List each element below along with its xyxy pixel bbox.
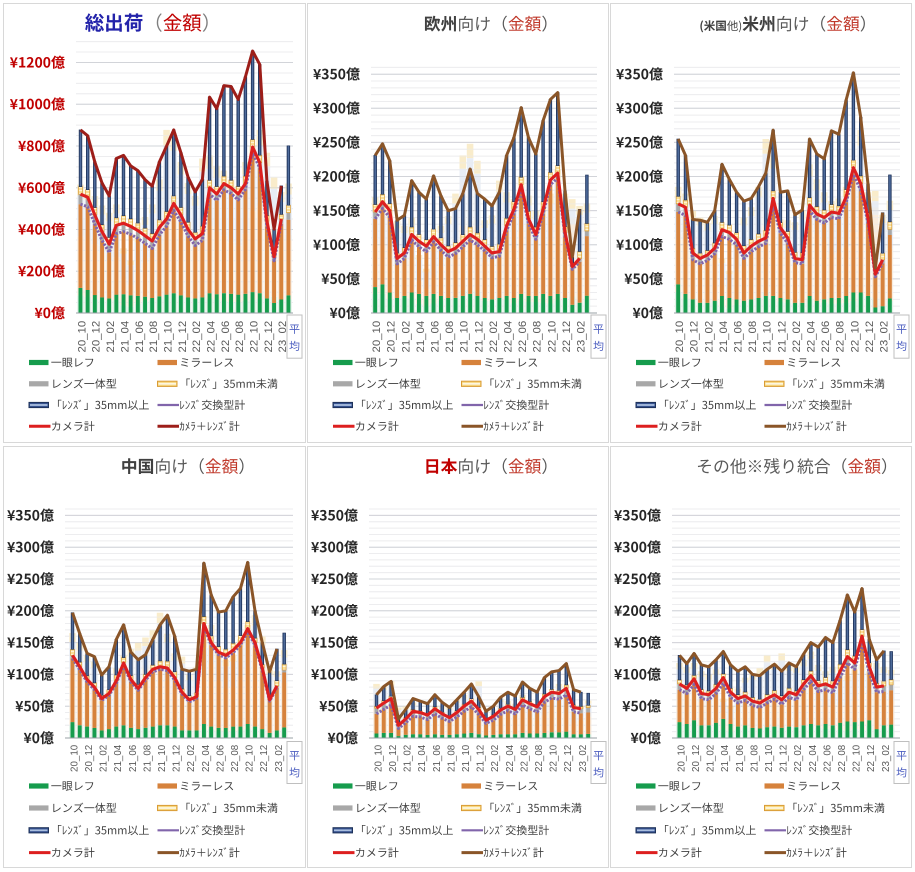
svg-text:22_04: 22_04: [805, 321, 817, 353]
svg-text:22_08: 22_08: [534, 744, 545, 772]
svg-text:21_04: 21_04: [119, 321, 131, 353]
svg-text:22_10: 22_10: [249, 321, 261, 353]
svg-text:22_12: 22_12: [259, 744, 270, 771]
svg-text:21_06: 21_06: [732, 321, 744, 353]
svg-text:21_12: 21_12: [172, 744, 183, 771]
svg-text:22_08: 22_08: [234, 321, 246, 353]
svg-text:22_12: 22_12: [866, 744, 877, 771]
svg-text:20_10: 20_10: [373, 744, 384, 772]
svg-text:21_08: 21_08: [444, 321, 456, 353]
svg-text:20_12: 20_12: [388, 744, 399, 771]
svg-text:21_04: 21_04: [717, 321, 729, 353]
svg-text:23_02: 23_02: [880, 744, 891, 771]
svg-text:23_02: 23_02: [878, 321, 890, 353]
svg-text:22_02: 22_02: [487, 321, 499, 353]
svg-text:22_10: 22_10: [548, 744, 559, 772]
svg-text:20_10: 20_10: [76, 321, 88, 353]
svg-text:20_12: 20_12: [84, 744, 95, 771]
svg-text:20_10: 20_10: [69, 744, 80, 772]
svg-text:22_02: 22_02: [790, 321, 802, 353]
svg-text:22_04: 22_04: [206, 321, 218, 353]
svg-text:21_06: 21_06: [128, 744, 139, 772]
svg-text:22_02: 22_02: [793, 744, 804, 771]
svg-text:22_06: 22_06: [519, 744, 530, 772]
svg-text:20_12: 20_12: [385, 321, 397, 353]
svg-text:22_06: 22_06: [215, 744, 226, 772]
svg-text:23_02: 23_02: [274, 744, 285, 771]
svg-text:21_02: 21_02: [705, 744, 716, 771]
svg-text:21_02: 21_02: [703, 321, 715, 353]
svg-text:22_08: 22_08: [230, 744, 241, 772]
svg-text:21_02: 21_02: [99, 744, 110, 771]
svg-text:21_08: 21_08: [446, 744, 457, 772]
svg-text:22_04: 22_04: [201, 744, 212, 772]
svg-text:22_06: 22_06: [220, 321, 232, 353]
svg-text:21_04: 21_04: [720, 744, 731, 772]
svg-text:22_02: 22_02: [191, 321, 203, 353]
svg-text:21_06: 21_06: [429, 321, 441, 353]
svg-text:21_02: 21_02: [105, 321, 117, 353]
svg-text:21_12: 21_12: [475, 744, 486, 771]
svg-text:21_02: 21_02: [402, 744, 413, 771]
svg-text:21_04: 21_04: [417, 744, 428, 772]
svg-text:22_04: 22_04: [807, 744, 818, 772]
svg-text:23_02: 23_02: [575, 321, 587, 353]
svg-text:21_10: 21_10: [157, 744, 168, 772]
svg-text:22_08: 22_08: [837, 744, 848, 772]
svg-text:21_10: 21_10: [458, 321, 470, 353]
svg-text:22_06: 22_06: [517, 321, 529, 353]
svg-text:22_10: 22_10: [245, 744, 256, 772]
svg-text:22_12: 22_12: [563, 744, 574, 771]
svg-text:21_10: 21_10: [764, 744, 775, 772]
svg-text:20_10: 20_10: [676, 744, 687, 772]
svg-text:21_08: 21_08: [148, 321, 160, 353]
svg-text:22_10: 22_10: [851, 744, 862, 772]
svg-text:22_02: 22_02: [490, 744, 501, 771]
svg-text:22_02: 22_02: [186, 744, 197, 771]
svg-text:21_04: 21_04: [113, 744, 124, 772]
svg-text:22_10: 22_10: [546, 321, 558, 353]
svg-text:21_06: 21_06: [734, 744, 745, 772]
svg-text:22_04: 22_04: [504, 744, 515, 772]
svg-text:22_04: 22_04: [502, 321, 514, 353]
svg-text:22_10: 22_10: [849, 321, 861, 353]
svg-text:20_12: 20_12: [91, 321, 103, 353]
svg-text:22_12: 22_12: [560, 321, 572, 353]
svg-text:21_12: 21_12: [776, 321, 788, 353]
svg-text:22_12: 22_12: [263, 321, 275, 353]
svg-text:21_06: 21_06: [134, 321, 146, 353]
svg-text:21_08: 21_08: [142, 744, 153, 772]
svg-text:23_02: 23_02: [277, 321, 289, 353]
svg-text:22_06: 22_06: [820, 321, 832, 353]
svg-text:22_12: 22_12: [863, 321, 875, 353]
svg-text:21_10: 21_10: [162, 321, 174, 353]
svg-text:21_08: 21_08: [749, 744, 760, 772]
svg-text:20_12: 20_12: [688, 321, 700, 353]
svg-text:21_12: 21_12: [177, 321, 189, 353]
svg-text:20_10: 20_10: [674, 321, 686, 353]
svg-text:20_12: 20_12: [691, 744, 702, 771]
svg-text:21_10: 21_10: [761, 321, 773, 353]
svg-text:23_02: 23_02: [577, 744, 588, 771]
svg-text:22_08: 22_08: [834, 321, 846, 353]
svg-text:21_08: 21_08: [747, 321, 759, 353]
svg-text:21_04: 21_04: [414, 321, 426, 353]
svg-text:20_10: 20_10: [371, 321, 383, 353]
svg-text:21_10: 21_10: [461, 744, 472, 772]
svg-text:22_06: 22_06: [822, 744, 833, 772]
svg-text:21_06: 21_06: [431, 744, 442, 772]
svg-text:21_12: 21_12: [473, 321, 485, 353]
svg-text:22_08: 22_08: [531, 321, 543, 353]
svg-text:21_12: 21_12: [778, 744, 789, 771]
svg-text:21_02: 21_02: [400, 321, 412, 353]
